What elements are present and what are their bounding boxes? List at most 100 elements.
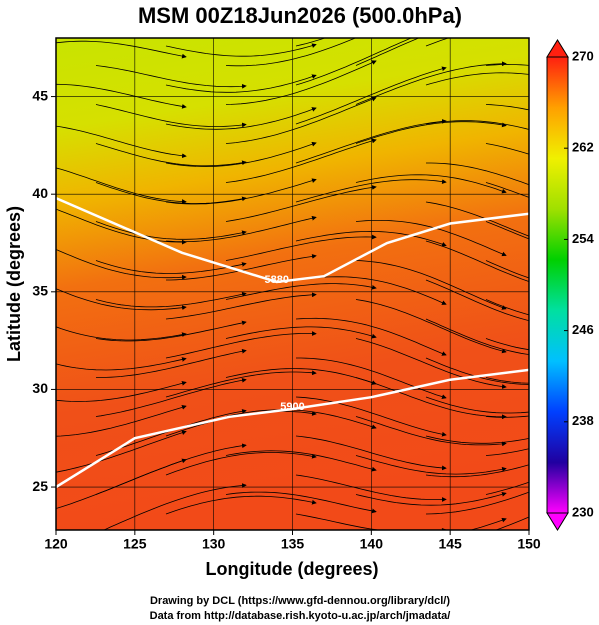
x-axis-label: Longitude (degrees) xyxy=(205,559,378,579)
streamline xyxy=(295,119,447,164)
streamline xyxy=(295,317,447,356)
streamline xyxy=(165,215,317,243)
streamline xyxy=(355,121,507,144)
streamline xyxy=(485,299,529,316)
streamline xyxy=(56,405,187,437)
streamline xyxy=(225,138,377,183)
colorbar-extend-top xyxy=(546,39,569,58)
streamline xyxy=(355,61,507,105)
colorbar-tick-label: 238 xyxy=(572,413,594,428)
x-tick-label: 140 xyxy=(360,536,384,552)
streamline xyxy=(165,107,317,130)
streamline xyxy=(295,38,413,86)
streamline xyxy=(355,299,507,354)
streamline xyxy=(225,450,377,472)
streamline xyxy=(295,230,447,247)
streamline xyxy=(56,208,187,245)
streamline xyxy=(469,517,507,530)
streamline xyxy=(165,141,317,168)
streamline xyxy=(494,516,529,530)
streamline xyxy=(102,483,247,530)
streamline xyxy=(225,60,377,105)
streamline xyxy=(225,185,377,222)
streamline xyxy=(425,72,529,86)
streamline xyxy=(56,167,187,204)
streamline xyxy=(95,65,247,89)
streamline xyxy=(95,182,247,204)
colorbar-tick-label: 246 xyxy=(572,322,594,337)
streamline xyxy=(165,43,317,57)
y-tick-label: 25 xyxy=(32,478,48,494)
streamline xyxy=(96,348,247,378)
x-tick-label: 125 xyxy=(123,536,147,552)
streamline xyxy=(355,338,507,389)
streamline xyxy=(56,380,187,402)
streamline xyxy=(485,221,529,240)
streamline xyxy=(295,66,447,125)
streamline xyxy=(95,104,247,128)
streamline xyxy=(485,182,529,198)
streamline xyxy=(56,83,187,109)
streamline xyxy=(295,396,447,437)
streamline xyxy=(225,38,357,67)
streamline xyxy=(355,260,507,310)
streamline xyxy=(355,377,507,420)
title: MSM 00Z18Jun2026 (500.0hPa) xyxy=(138,3,462,28)
x-tick-label: 135 xyxy=(281,536,305,552)
x-tick-label: 120 xyxy=(44,536,68,552)
streamline xyxy=(425,396,529,414)
y-tick-label: 30 xyxy=(32,380,48,396)
streamline xyxy=(295,474,447,502)
streamline xyxy=(56,430,187,473)
streamline xyxy=(485,260,529,279)
streamline xyxy=(425,357,529,385)
streamline xyxy=(295,513,447,530)
streamline xyxy=(485,448,529,456)
x-tick-label: 150 xyxy=(517,536,541,552)
streamline xyxy=(165,178,317,205)
y-tick-label: 45 xyxy=(32,87,48,103)
streamline xyxy=(295,38,327,47)
streamline xyxy=(485,63,529,66)
streamline xyxy=(295,435,447,471)
colorbar-tick-label: 262 xyxy=(572,140,594,155)
x-tick-label: 145 xyxy=(438,536,462,552)
streamline xyxy=(425,279,529,322)
footer-line: Data from http://database.rish.kyoto-u.a… xyxy=(150,610,451,622)
colorbar-tick-label: 270 xyxy=(572,48,594,63)
streamline xyxy=(225,234,377,261)
streamline xyxy=(95,291,247,308)
streamline xyxy=(485,377,529,384)
contour-line xyxy=(56,368,529,489)
streamline xyxy=(56,326,187,341)
streamline xyxy=(56,249,187,280)
streamline xyxy=(485,338,529,351)
streamline xyxy=(485,415,529,418)
streamline xyxy=(485,481,529,495)
streamline xyxy=(355,38,420,66)
streamline xyxy=(56,40,187,59)
streamline xyxy=(225,368,377,385)
streamline xyxy=(225,283,377,300)
contour-label: 5900 xyxy=(280,401,304,413)
streamline xyxy=(56,357,187,371)
streamline xyxy=(95,377,247,417)
streamline xyxy=(485,143,529,155)
streamline xyxy=(95,143,247,167)
colorbar-tick-label: 230 xyxy=(572,504,594,519)
streamline xyxy=(425,201,529,237)
x-tick-label: 130 xyxy=(202,536,226,552)
streamline xyxy=(426,162,529,186)
streamline xyxy=(165,74,317,93)
streamline xyxy=(95,320,247,342)
streamline xyxy=(425,464,529,478)
streamline xyxy=(165,452,317,476)
streamline xyxy=(56,288,187,311)
streamline xyxy=(225,409,377,430)
streamline xyxy=(355,416,507,447)
footer-line: Drawing by DCL (https://www.gfd-dennou.o… xyxy=(150,595,450,607)
streamline xyxy=(355,455,507,475)
streamline xyxy=(355,174,507,194)
streamline xyxy=(225,326,377,339)
streamline xyxy=(56,458,187,509)
